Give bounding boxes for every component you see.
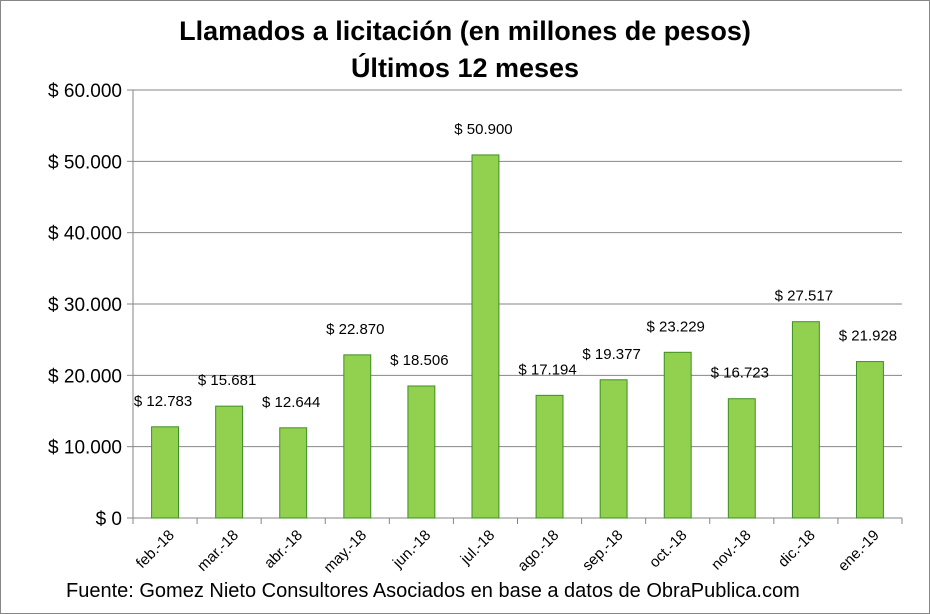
- data-label: $ 17.194: [518, 361, 576, 378]
- data-label: $ 23.229: [647, 318, 705, 335]
- y-tick-label: $ 40.000: [48, 224, 122, 245]
- bar: [599, 379, 628, 519]
- data-label: $ 19.377: [582, 346, 640, 363]
- data-label: $ 27.517: [775, 288, 833, 305]
- x-tick-label: mar.-18: [194, 527, 242, 575]
- x-tick-label: dic.-18: [775, 527, 819, 571]
- data-label: $ 21.928: [839, 328, 897, 345]
- bar: [407, 385, 436, 519]
- x-tick-label: nov.-18: [708, 527, 755, 574]
- chart-subtitle: Últimos 12 meses: [350, 53, 580, 83]
- x-tick-label: oct.-18: [646, 527, 690, 571]
- x-tick-label: sep.-18: [579, 527, 626, 574]
- bar: [856, 361, 884, 519]
- bar: [535, 394, 564, 519]
- data-label: $ 12.644: [262, 394, 320, 411]
- bar: [343, 354, 372, 519]
- x-tick-label: jun.-18: [389, 527, 434, 572]
- bar: [215, 405, 244, 519]
- chart-title: Llamados a licitación (en millones de pe…: [179, 16, 751, 46]
- y-tick-label: $ 30.000: [48, 295, 122, 316]
- data-label: $ 12.783: [134, 393, 192, 410]
- chart-source: Fuente: Gomez Nieto Consultores Asociado…: [66, 580, 800, 602]
- data-label: $ 50.900: [454, 121, 512, 138]
- y-tick-label: $ 60.000: [48, 81, 122, 102]
- x-tick-label: feb.-18: [133, 527, 178, 572]
- x-tick-label: ene.-19: [835, 527, 883, 575]
- y-tick-label: $ 10.000: [48, 438, 122, 459]
- data-label: $ 16.723: [711, 365, 769, 382]
- bar: [791, 321, 820, 519]
- x-tick-label: abr.-18: [261, 527, 306, 572]
- bar: [151, 426, 179, 519]
- x-tick-label: may.-18: [321, 527, 371, 577]
- x-tick-label: ago.-18: [514, 527, 562, 575]
- y-tick-label: $ 50.000: [48, 152, 122, 173]
- y-tick-label: $ 20.000: [48, 366, 122, 387]
- bar: [663, 351, 692, 519]
- data-label: $ 22.870: [326, 321, 384, 338]
- data-label: $ 15.681: [198, 372, 256, 389]
- x-tick-label: jul.-18: [457, 527, 499, 569]
- bar: [279, 427, 308, 519]
- bar: [727, 398, 756, 519]
- data-label: $ 18.506: [390, 352, 448, 369]
- y-tick-label: $ 0: [96, 509, 122, 530]
- bar: [471, 154, 500, 519]
